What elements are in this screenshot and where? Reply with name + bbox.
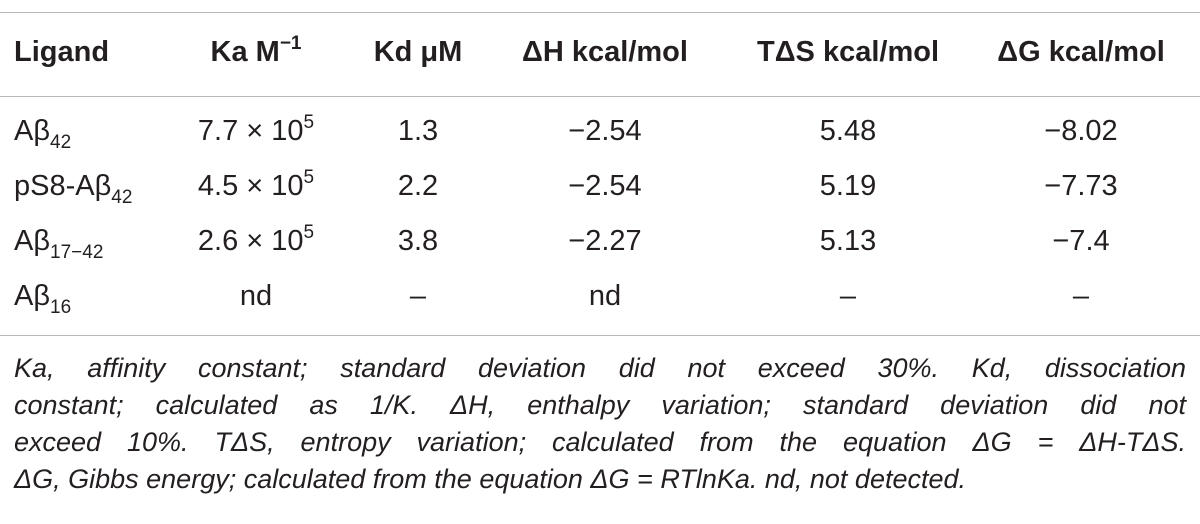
ligand-name: Aβ: [14, 225, 51, 257]
footnote-line: constant; calculated as 1/K. ΔH, enthalp…: [14, 390, 1186, 420]
header-ka-text: Ka M: [210, 36, 280, 68]
ligand-subscript: 16: [50, 297, 72, 318]
cell-tds: –: [839, 280, 857, 312]
ligand-name: Aβ: [14, 115, 51, 147]
header-dh: ΔH kcal/mol: [522, 36, 688, 68]
cell-ka: 4.5 × 105: [197, 168, 314, 202]
cell-dg: –: [1072, 280, 1090, 312]
cell-ligand: Aβ17−42: [14, 225, 103, 263]
cell-tds: 5.19: [819, 170, 877, 202]
ka-exponent: 5: [303, 222, 315, 243]
cell-tds: 5.48: [819, 115, 877, 147]
ka-exponent: 5: [303, 167, 315, 188]
ka-value: nd: [239, 280, 273, 312]
header-dg: ΔG kcal/mol: [997, 36, 1165, 68]
cell-kd: 1.3: [397, 115, 439, 147]
ka-value: 4.5 × 10: [197, 170, 304, 202]
footnote-line: exceed 10%. TΔS, entropy variation; calc…: [14, 427, 1186, 457]
cell-ka: nd: [240, 282, 272, 311]
ka-value: 7.7 × 10: [197, 115, 304, 147]
cell-dh: nd: [588, 280, 622, 312]
cell-tds: 5.13: [819, 225, 877, 257]
cell-dg: −7.4: [1052, 225, 1110, 257]
ligand-subscript: 17−42: [50, 242, 104, 263]
ligand-subscript: 42: [50, 132, 72, 153]
header-ligand: Ligand: [14, 36, 110, 68]
table-bottom-rule: [0, 335, 1200, 336]
cell-ligand: Aβ16: [14, 280, 71, 318]
footnote-line: ΔG, Gibbs energy; calculated from the eq…: [14, 464, 967, 494]
cell-dh: −2.27: [568, 225, 642, 257]
cell-dg: −8.02: [1044, 115, 1118, 147]
ligand-subscript: 42: [111, 187, 133, 208]
ka-value: 2.6 × 10: [197, 225, 304, 257]
table-top-rule: [0, 12, 1200, 13]
cell-kd: 2.2: [397, 170, 439, 202]
ka-exponent: 5: [303, 112, 315, 133]
header-ka: Ka M−1: [210, 34, 302, 68]
cell-dh: −2.54: [568, 170, 642, 202]
cell-ka: 7.7 × 105: [197, 113, 314, 147]
cell-dg: −7.73: [1044, 170, 1118, 202]
cell-ligand: Aβ42: [14, 115, 71, 153]
cell-kd: –: [409, 280, 427, 312]
footnote-line: Ka, affinity constant; standard deviatio…: [14, 353, 1186, 383]
table-footnote: Ka, affinity constant; standard deviatio…: [14, 350, 1186, 498]
header-kd: Kd μM: [373, 36, 463, 68]
header-ka-exponent: −1: [279, 33, 302, 54]
cell-ligand: pS8-Aβ42: [14, 170, 132, 208]
table-header-rule: [0, 96, 1200, 97]
ligand-name: pS8-Aβ: [14, 170, 112, 202]
ligand-name: Aβ: [14, 280, 51, 312]
cell-dh: −2.54: [568, 115, 642, 147]
cell-kd: 3.8: [397, 225, 439, 257]
header-tds: TΔS kcal/mol: [756, 36, 940, 68]
cell-ka: 2.6 × 105: [197, 223, 314, 257]
